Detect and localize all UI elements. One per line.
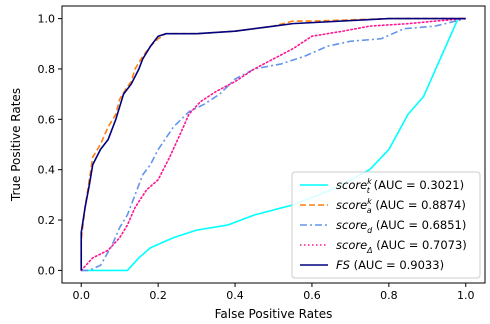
x-tick-label: 0.2: [149, 289, 167, 302]
series-line-1: [80, 17, 466, 266]
y-tick-label: 0.0: [38, 264, 56, 277]
legend-entry: scoreΔ (AUC = 0.7073): [336, 238, 467, 255]
x-tick-label: 0.8: [380, 289, 398, 302]
y-tick-label: 0.6: [38, 113, 56, 126]
x-tick-label: 0.6: [303, 289, 321, 302]
y-tick-label: 0.4: [38, 164, 56, 177]
plot-frame: [61, 5, 486, 284]
x-tick-label: 0.0: [72, 289, 90, 302]
legend-entry: scorek t (AUC = 0.3021): [336, 177, 464, 195]
legend-entry: scored (AUC = 0.6851): [336, 218, 466, 235]
y-tick-label: 0.2: [38, 214, 56, 227]
x-axis-label: False Positive Rates: [215, 307, 333, 321]
series-line-4: [80, 17, 466, 271]
series-line-3: [80, 17, 467, 272]
series-line-0: [81, 18, 459, 272]
legend-entry: FS (AUC = 0.9033): [336, 258, 444, 272]
series-lines: [80, 17, 467, 272]
y-axis-label: True Positive Rates: [9, 88, 23, 202]
axis-ticks: 0.0 0.2 0.4 0.6 0.8 1.0 0.0 0.2 0.4 0.6 0.8 1.0: [38, 13, 475, 302]
x-tick-label: 0.4: [226, 289, 244, 302]
y-tick-label: 0.8: [38, 63, 56, 76]
legend-entry: scorek a (AUC = 0.8874): [336, 197, 466, 215]
legend-box: [291, 171, 481, 279]
legend: scorek t (AUC = 0.3021) scorek a (AUC = 0.8…: [291, 171, 481, 279]
x-tick-label: 1.0: [457, 289, 475, 302]
y-tick-label: 1.0: [38, 13, 56, 26]
